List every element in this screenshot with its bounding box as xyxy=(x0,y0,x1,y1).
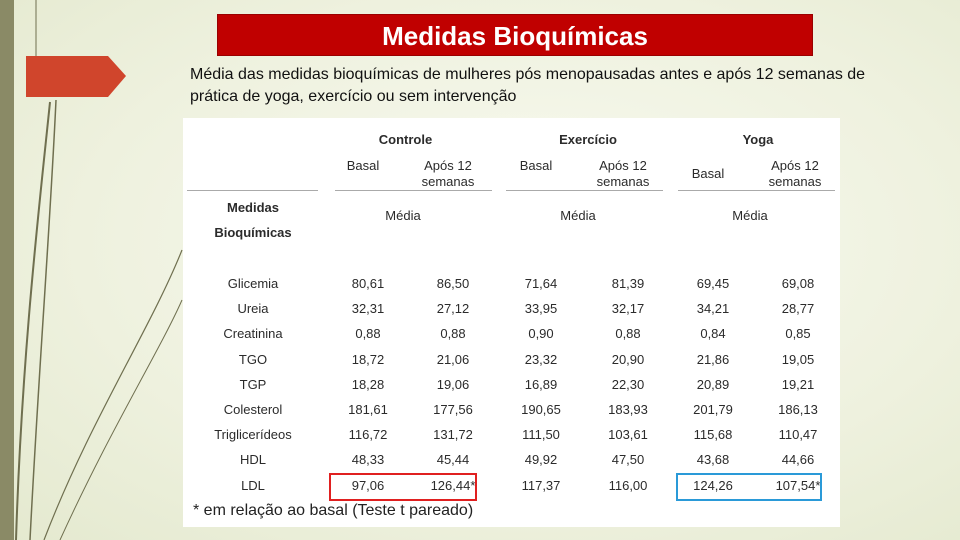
table-cell: 21,06 xyxy=(436,351,470,367)
divider xyxy=(187,190,318,191)
row-label: Ureia xyxy=(237,301,269,317)
table-cell: 0,88 xyxy=(440,326,466,342)
slide-subtitle: Média das medidas bioquímicas de mulhere… xyxy=(190,66,866,105)
biochemical-table: Controle Exercício Yoga Basal Após 12 se… xyxy=(183,118,840,527)
row-label: TGO xyxy=(238,351,268,367)
table-cell: 177,56 xyxy=(433,402,473,417)
table-cell: 69,08 xyxy=(781,276,815,291)
table-cell: 19,21 xyxy=(781,376,815,392)
table-cell: 33,95 xyxy=(524,301,558,317)
table-cell: 20,89 xyxy=(696,376,730,392)
sub-header-semanas: semanas xyxy=(421,174,475,189)
table-cell: 110,47 xyxy=(778,427,818,443)
row-label: Glicemia xyxy=(227,276,279,291)
table-cell: 107,54* xyxy=(775,477,821,493)
side-bar xyxy=(0,0,14,540)
sub-header-apos: Após 12 xyxy=(424,158,472,173)
divider xyxy=(335,190,492,191)
sub-header-semanas: semanas xyxy=(596,174,650,189)
sub-header-semanas: semanas xyxy=(768,174,822,189)
table-cell: 80,61 xyxy=(351,276,385,291)
table-cell: 81,39 xyxy=(611,276,645,291)
table-cell: 20,90 xyxy=(611,351,645,367)
table-cell: 116,00 xyxy=(608,477,648,493)
table-cell: 201,79 xyxy=(693,402,733,417)
table-cell: 45,44 xyxy=(436,452,470,468)
ldl-controle-highlight xyxy=(329,473,477,501)
table-cell: 183,93 xyxy=(608,402,648,417)
table-footnote: * em relação ao basal (Teste t pareado) xyxy=(193,502,474,519)
table-cell: 103,61 xyxy=(608,427,648,443)
table-cell: 186,13 xyxy=(778,402,818,417)
table-cell: 48,33 xyxy=(351,452,385,468)
table-cell: 117,37 xyxy=(521,477,561,493)
sub-header-basal: Basal xyxy=(691,166,725,181)
row-header-line2: Bioquímicas xyxy=(214,225,292,240)
ldl-yoga-highlight xyxy=(676,473,822,501)
divider xyxy=(506,190,663,191)
table-cell: 71,64 xyxy=(524,276,558,291)
table-cell: 126,44* xyxy=(430,477,476,493)
table-cell: 86,50 xyxy=(436,276,470,291)
group-header-exercicio: Exercício xyxy=(559,132,617,147)
media-label: Média xyxy=(385,208,421,223)
table-cell: 49,92 xyxy=(524,452,558,468)
sub-header-basal: Basal xyxy=(346,158,380,173)
table-cell: 97,06 xyxy=(351,477,385,493)
table-cell: 69,45 xyxy=(696,276,730,291)
table-cell: 0,88 xyxy=(355,326,381,342)
table-cell: 111,50 xyxy=(522,427,560,443)
slide-title: Medidas Bioquímicas xyxy=(217,14,813,56)
table-cell: 16,89 xyxy=(524,376,558,392)
table-cell: 21,86 xyxy=(696,351,730,367)
table-cell: 0,88 xyxy=(615,326,641,342)
sub-header-apos: Após 12 xyxy=(771,158,819,173)
media-label: Média xyxy=(560,208,596,223)
table-cell: 0,84 xyxy=(700,326,726,342)
table-cell: 0,85 xyxy=(785,326,811,342)
arrow-shape xyxy=(26,56,126,97)
row-label: LDL xyxy=(241,477,265,493)
table-cell: 181,61 xyxy=(348,402,388,417)
table-cell: 18,28 xyxy=(351,376,385,392)
sub-header-basal: Basal xyxy=(519,158,553,173)
table-cell: 115,68 xyxy=(693,427,733,443)
sub-header-apos: Após 12 xyxy=(599,158,647,173)
row-label: Creatinina xyxy=(223,326,283,342)
table-cell: 116,72 xyxy=(348,427,388,443)
table-cell: 23,32 xyxy=(524,351,558,367)
row-header-line1: Medidas xyxy=(226,200,279,215)
table-cell: 124,26 xyxy=(693,477,733,493)
table-cell: 19,05 xyxy=(781,351,815,367)
table-cell: 44,66 xyxy=(781,452,815,468)
table-cell: 190,65 xyxy=(521,402,561,417)
row-label: Colesterol xyxy=(223,402,283,417)
group-header-yoga: Yoga xyxy=(742,132,774,147)
divider xyxy=(678,190,835,191)
table-cell: 28,77 xyxy=(781,301,815,317)
table-cell: 32,31 xyxy=(351,301,385,317)
row-label: TGP xyxy=(239,376,267,392)
table-cell: 131,72 xyxy=(433,427,473,443)
row-label: HDL xyxy=(239,452,266,468)
table-cell: 43,68 xyxy=(696,452,730,468)
group-header-controle: Controle xyxy=(378,132,433,147)
table-cell: 0,90 xyxy=(528,326,554,342)
row-label: Triglicerídeos xyxy=(214,427,292,443)
media-label: Média xyxy=(732,208,768,223)
table-cell: 34,21 xyxy=(696,301,730,317)
table-cell: 47,50 xyxy=(611,452,645,468)
table-cell: 19,06 xyxy=(436,376,470,392)
table-cell: 18,72 xyxy=(351,351,385,367)
table-cell: 22,30 xyxy=(611,376,645,392)
table-cell: 32,17 xyxy=(611,301,645,317)
table-cell: 27,12 xyxy=(436,301,470,317)
